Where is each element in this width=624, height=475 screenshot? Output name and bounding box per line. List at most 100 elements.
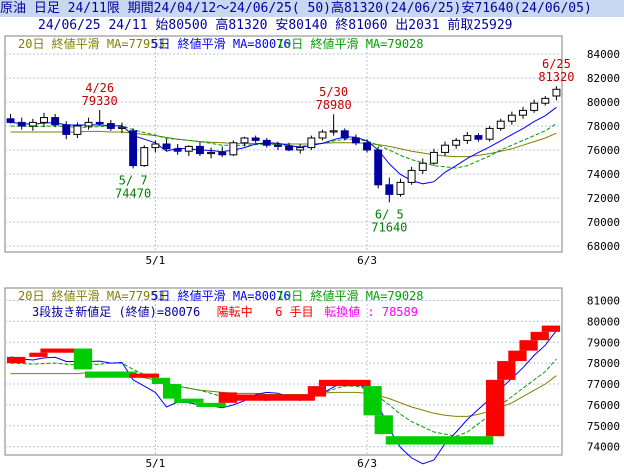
y-tick-label: 82000	[587, 72, 620, 85]
x-tick-label: 6/3	[357, 254, 377, 267]
annotation-date: 5/ 7	[119, 173, 148, 187]
candle-body	[106, 123, 115, 129]
annotation-date: 5/30	[319, 85, 348, 99]
candle-body	[318, 131, 327, 139]
candle-body	[162, 143, 171, 150]
candle-body	[51, 117, 60, 126]
candle-body	[285, 145, 294, 151]
candle-body	[396, 181, 405, 195]
candle-body	[496, 120, 505, 129]
legend-entry: 10日 終値平滑 MA=79028	[277, 288, 424, 303]
candle-body	[140, 147, 149, 167]
candle-body	[530, 102, 539, 111]
header-line-period: 原油 日足 24/11限 期間24/04/12～24/06/25( 50)高81…	[0, 0, 624, 17]
tlb-brick	[40, 348, 81, 353]
annotation-value: 74470	[115, 186, 151, 200]
plot-frame-top	[4, 35, 563, 253]
tlb-brick	[84, 371, 137, 378]
chart-header: 原油 日足 24/11限 期間24/04/12～24/06/25( 50)高81…	[0, 0, 624, 34]
tlb-brick	[174, 398, 204, 403]
candle-body	[184, 145, 193, 152]
header-line-latest-bar: 24/06/25 24/11 始80500 高81320 安80140 終810…	[38, 18, 513, 33]
candle-body	[229, 142, 238, 156]
candle-body	[195, 145, 204, 155]
y-tick-label: 72000	[587, 192, 620, 205]
y-tick-label: 80000	[587, 96, 620, 109]
y-tick-label: 79000	[587, 336, 620, 349]
candle-body	[251, 137, 260, 141]
candle-body	[62, 124, 71, 135]
y-tick-label: 74000	[587, 441, 620, 454]
plot-frame-bottom	[4, 287, 563, 456]
x-tick-label: 5/1	[145, 254, 165, 267]
candle-body	[474, 135, 483, 140]
tlb-brick	[363, 386, 382, 416]
candle-body	[28, 121, 37, 127]
candle-body	[6, 118, 15, 123]
tlb-brick	[385, 436, 471, 445]
candle-body	[262, 139, 271, 146]
candle-body	[118, 126, 126, 129]
tlb-brick	[162, 384, 182, 399]
y-tick-label: 75000	[587, 420, 620, 433]
tlb-brick	[497, 361, 516, 380]
candle-body	[351, 137, 360, 144]
candle-body	[463, 135, 472, 141]
candle-body	[84, 121, 93, 127]
tlb-brick	[463, 436, 494, 445]
x-tick-label: 6/3	[357, 457, 377, 470]
series-line-ma10	[10, 123, 557, 169]
tlb-brick	[508, 350, 527, 362]
tlb-brick	[530, 331, 549, 341]
legend-entry: 5日 終値平滑 MA=80076	[151, 288, 290, 303]
annotation-date: 4/26	[85, 81, 114, 95]
candle-body	[552, 88, 561, 97]
candle-body	[273, 144, 282, 147]
tlb-brick	[318, 379, 349, 387]
candle-body	[40, 117, 48, 123]
tlb-brick	[7, 356, 26, 364]
tlb-brick	[263, 394, 315, 401]
candle-body	[173, 148, 182, 152]
y-tick-label: 68000	[587, 240, 620, 253]
candle-body	[363, 142, 372, 151]
tlb-brick	[519, 340, 538, 351]
candle-body	[452, 139, 461, 146]
candle-body	[129, 130, 138, 167]
candle-body	[418, 162, 427, 171]
candle-body	[519, 109, 527, 116]
annotation-date: 6/25	[542, 57, 571, 71]
y-tick-label: 74000	[587, 168, 620, 181]
y-tick-label: 77000	[587, 378, 620, 391]
candle-body	[240, 137, 249, 144]
tlb-brick	[29, 352, 48, 357]
candle-body	[429, 151, 438, 164]
y-tick-label: 80000	[587, 315, 620, 328]
tlb-brick	[374, 415, 393, 435]
tlb-info: 転換値 : 78589	[324, 304, 418, 319]
candle-body	[73, 125, 82, 135]
candle-body	[218, 151, 227, 156]
y-tick-label: 84000	[587, 48, 620, 61]
tlb-info: 6 手目	[275, 305, 313, 319]
y-tick-label: 78000	[587, 357, 620, 370]
candle-body	[17, 121, 26, 127]
y-tick-label: 81000	[587, 295, 620, 308]
tlb-brick	[218, 392, 237, 403]
annotation-value: 78980	[316, 98, 352, 112]
y-tick-label: 70000	[587, 216, 620, 229]
annotation-value: 71640	[371, 220, 407, 234]
candle-body	[296, 147, 305, 151]
x-tick-label: 5/1	[145, 457, 165, 470]
candle-body	[329, 130, 338, 133]
tlb-brick	[196, 402, 226, 407]
candle-body	[385, 184, 394, 195]
series-line-ma10-lower	[10, 358, 557, 437]
candle-body	[374, 149, 383, 186]
candle-body	[151, 143, 160, 149]
tlb-brick	[73, 348, 93, 370]
tlb-brick	[341, 379, 371, 387]
tlb-brick	[151, 377, 171, 385]
y-tick-label: 78000	[587, 120, 620, 133]
